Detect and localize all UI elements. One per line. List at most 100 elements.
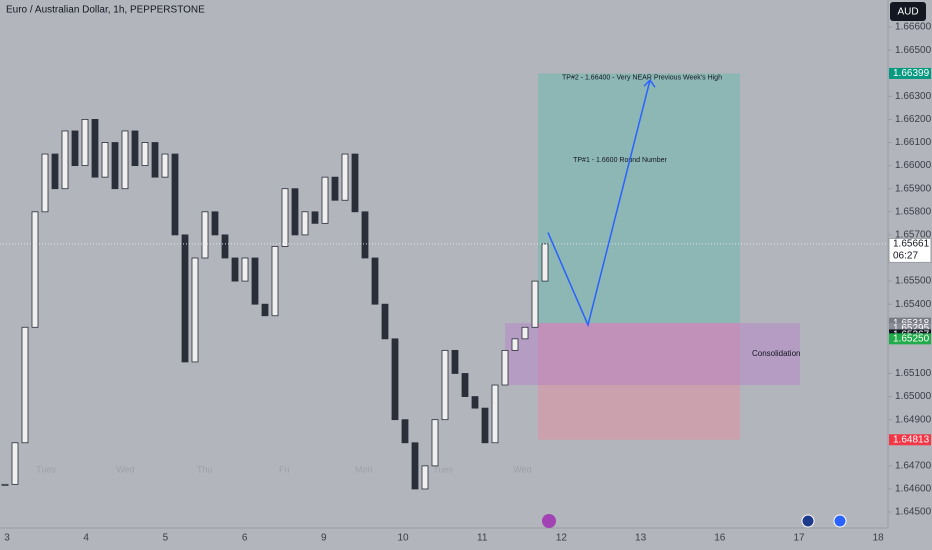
candle [151, 142, 159, 178]
y-tick-label: 1.65400 [895, 299, 932, 310]
candle [441, 349, 449, 421]
day-label: Tues [36, 464, 56, 474]
x-tick-label: 18 [873, 533, 885, 544]
candle [81, 119, 89, 167]
candle [271, 246, 279, 317]
candle [361, 211, 369, 259]
candle [411, 442, 419, 490]
y-tick-label: 1.65100 [895, 368, 932, 379]
annotation: TP#1 - 1.6600 Round Number [573, 157, 667, 164]
candle [351, 153, 359, 213]
annotation: TP#2 - 1.66400 - Very NEAR Previous Week… [562, 74, 722, 81]
candle [501, 349, 509, 386]
y-tick-label: 1.64600 [895, 484, 932, 495]
y-tick-label: 1.65900 [895, 183, 932, 194]
candle [481, 407, 489, 444]
y-tick-label: 1.65700 [895, 230, 932, 241]
candle [261, 303, 269, 317]
countdown: 06:27 [893, 251, 918, 262]
candle [511, 338, 519, 351]
y-tick-label: 1.66100 [895, 137, 932, 148]
candle [161, 153, 169, 178]
event-icon[interactable] [801, 514, 815, 528]
price-axis: 1.66600 1.66500 1.66300 1.66200 1.66100 1.660… [888, 22, 932, 518]
consolidation-label: Consolidation [752, 349, 800, 358]
candle [61, 130, 69, 190]
event-icon[interactable] [542, 514, 556, 528]
candle [201, 211, 209, 259]
price-tag-label: 1.64813 [893, 434, 930, 445]
candle [431, 419, 439, 467]
candle [121, 130, 129, 190]
candle [51, 153, 59, 190]
target-zone [538, 73, 740, 324]
day-label: Tues [433, 464, 453, 474]
day-label: Fri [279, 464, 290, 474]
x-tick-label: 17 [793, 533, 805, 544]
currency-button[interactable] [890, 2, 926, 21]
candle [191, 257, 199, 363]
price-tag [888, 237, 932, 263]
candle [401, 419, 409, 444]
price-tag [889, 333, 931, 345]
stop-zone [538, 323, 740, 440]
price-tag-label: 1.65250 [893, 333, 930, 344]
price-tag [889, 67, 931, 79]
price-axis-bg [888, 0, 932, 550]
candle [101, 142, 109, 178]
x-tick-label: 10 [397, 533, 409, 544]
candle [1, 483, 9, 486]
day-label: Wed [116, 464, 134, 474]
x-tick-label: 9 [321, 533, 327, 544]
candle [231, 257, 239, 282]
candle [301, 211, 309, 236]
candle [211, 211, 219, 236]
y-tick-label: 1.65000 [895, 391, 932, 402]
y-tick-label: 1.66500 [895, 45, 932, 56]
y-tick-label: 1.66000 [895, 160, 932, 171]
projection-path [547, 79, 651, 328]
candle [451, 349, 459, 374]
y-tick-label: 1.64700 [895, 461, 932, 472]
price-tag [889, 322, 931, 334]
candle [221, 234, 229, 259]
candle [281, 188, 289, 247]
day-label: Mon [355, 464, 373, 474]
candle [531, 280, 539, 328]
price-tag-label: 1.66399 [893, 68, 930, 79]
candle [471, 396, 479, 409]
x-tick-label: 3 [4, 533, 10, 544]
y-tick-label: 1.66200 [895, 114, 932, 125]
candle [21, 326, 29, 444]
projection-arrow [643, 78, 656, 88]
chart-title: Euro / Australian Dollar, 1h, PEPPERSTON… [6, 5, 205, 16]
event-icon[interactable] [833, 514, 847, 528]
candle [521, 326, 529, 340]
x-tick-label: 12 [556, 533, 568, 544]
candle [311, 211, 319, 224]
candle [181, 234, 189, 363]
candle [171, 153, 179, 236]
candle [131, 130, 139, 167]
candle [331, 176, 339, 201]
x-tick-label: 13 [635, 533, 647, 544]
candle [111, 142, 119, 190]
candle [371, 257, 379, 305]
day-label: Wed [513, 464, 531, 474]
y-tick-label: 1.64900 [895, 414, 932, 425]
currency-label[interactable]: AUD [897, 7, 918, 18]
x-tick-label: 5 [163, 533, 169, 544]
x-tick-label: 16 [714, 533, 726, 544]
candle [421, 465, 429, 490]
x-tick-label: 6 [242, 533, 248, 544]
candle [71, 130, 79, 167]
price-tag [889, 434, 931, 446]
price-tag-label: 1.65661 [893, 239, 930, 250]
y-tick-label: 1.66300 [895, 91, 932, 102]
candle [541, 243, 549, 282]
y-tick-label: 1.66600 [895, 22, 932, 33]
candle [321, 176, 329, 224]
price-tag-label: 1.65295 [893, 323, 930, 334]
y-tick-label: 1.65800 [895, 206, 932, 217]
